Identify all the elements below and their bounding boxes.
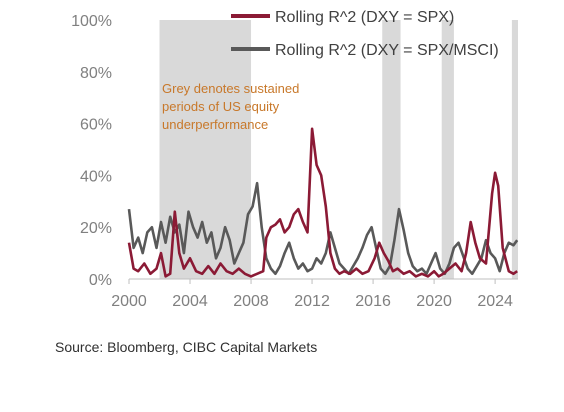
- x-tick-label: 2000: [111, 293, 147, 310]
- legend-label-0: Rolling R^2 (DXY = SPX): [275, 9, 454, 26]
- x-tick-label: 2004: [172, 293, 208, 310]
- shaded-period-3: [511, 20, 518, 279]
- annotation-line: periods of US equity: [162, 99, 280, 114]
- y-tick-label: 0%: [89, 272, 112, 289]
- y-tick-label: 100%: [71, 13, 112, 30]
- y-tick-label: 40%: [80, 168, 112, 185]
- legend: Rolling R^2 (DXY = SPX) Rolling R^2 (DXY …: [231, 9, 499, 59]
- annotation: Grey denotes sustained periods of US equi…: [162, 81, 299, 132]
- y-tick-label: 20%: [80, 220, 112, 237]
- y-tick-label: 80%: [80, 65, 112, 82]
- shaded-period-1: [382, 20, 401, 279]
- series-line-1: [127, 181, 519, 276]
- legend-label-1: Rolling R^2 (DXY = SPX/MSCI): [275, 42, 499, 59]
- x-tick-label: 2020: [416, 293, 452, 310]
- series-line-0: [127, 127, 518, 278]
- x-tick-label: 2024: [477, 293, 513, 310]
- annotation-line: underperformance: [162, 117, 268, 132]
- x-tick-label: 2012: [294, 293, 330, 310]
- axes: 0% 20% 40% 60% 80% 100% 2000 2004 2008 2012 2016 20…: [71, 13, 518, 310]
- shaded-period-2: [441, 20, 454, 279]
- y-tick-label: 60%: [80, 117, 112, 134]
- source-note: Source: Bloomberg, CIBC Capital Markets: [55, 339, 318, 355]
- x-tick-label: 2008: [233, 293, 269, 310]
- x-tick-label: 2016: [355, 293, 391, 310]
- series-lines: [127, 127, 519, 278]
- annotation-line: Grey denotes sustained: [162, 81, 299, 96]
